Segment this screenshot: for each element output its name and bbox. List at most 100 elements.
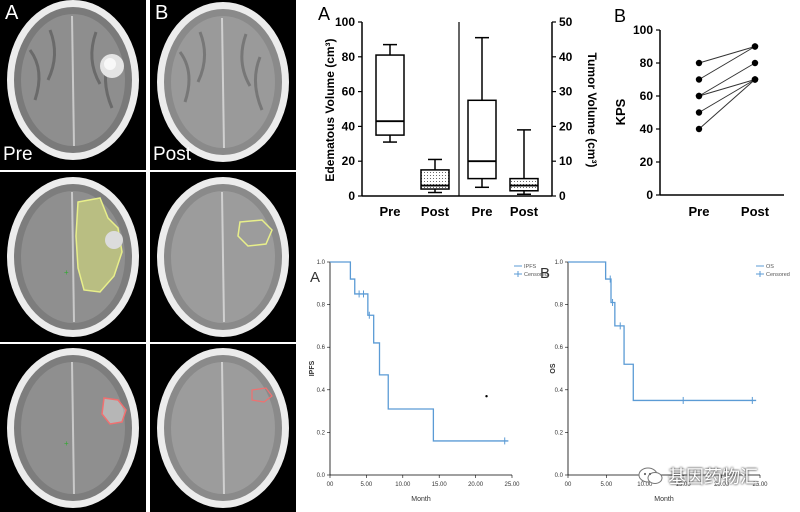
kps-point-pre [695,109,703,116]
watermark: 基因药物汇 [638,463,798,489]
box-left-tick-label: 80 [342,50,356,64]
ipfs-km-y-tick-label: 0.0 [317,473,326,479]
os-km-x-tick-label: 15.00 [676,482,692,488]
ipfs-km-x-tick-label: 25.00 [504,482,520,488]
ct-scan-post-b: B Post [150,0,296,170]
os-km-x-tick-label: 10.00 [637,482,653,488]
panel-letter-a: A [5,2,19,24]
os-km-y-tick-label: 0.4 [555,388,564,394]
kps-pair-line [698,46,756,80]
kps-tick-label: 100 [633,23,653,37]
kps-tick-label: 40 [640,122,654,136]
box-left-tick-label: 100 [335,15,355,29]
ipfs-km-y-tick-label: 0.2 [317,430,326,436]
os-km-x-axis-label: Month [654,496,674,503]
box-body [467,99,497,180]
wechat-icon [638,467,663,484]
brain-ct-image [7,0,139,160]
ipfs-km-y-tick-label: 0.4 [317,388,326,394]
pre-label: Pre [3,144,33,165]
ct-scan-pre-tumor: + [0,344,146,512]
ipfs-km-x-tick-label: 5.00 [361,482,373,488]
ct-scan-pre-a: A Pre [0,0,146,170]
brain-ct-image [157,348,289,508]
box-category-label: Post [421,204,450,219]
brain-ct-image: + [7,348,139,508]
os-km-x-tick-label: 5.00 [601,482,613,488]
ipfs-km-y-tick-label: 0.6 [317,345,326,351]
kps-category-label: Pre [689,204,710,219]
ipfs-km-stray-point [485,394,488,398]
post-label: Post [153,144,192,165]
kps-axis-label: KPS [613,98,628,125]
kps-point-post [751,76,759,83]
box-left-axis-label: Edematous Volume (cm³) [323,38,337,181]
svg-text:+: + [64,268,69,277]
box-body [420,169,450,190]
os-km-y-tick-label: 0.0 [555,473,564,479]
box-left-tick-label: 20 [342,154,356,168]
ipfs-km-panel-label: A [310,269,320,286]
svg-text:+: + [64,439,69,448]
kps-tick-label: 80 [640,56,654,70]
kps-pair-line [698,79,756,97]
kps-tick-label: 20 [640,155,654,169]
brain-ct-image [157,2,289,162]
panel-letter-b: B [155,2,169,24]
os-km-x-tick-label: 20.00 [714,482,730,488]
kps-point-pre [695,92,703,100]
os-km-x-tick-label: 00 [565,482,572,488]
ct-scan-post-edema [150,172,296,342]
kps-pair-line [698,79,756,130]
kps-pair-line [698,46,756,64]
kps-tick-label: 0 [646,188,653,202]
ipfs-km-y-tick-label: 1.0 [317,260,326,266]
ipfs-km-x-tick-label: 20.00 [468,482,484,488]
ipfs-km-x-tick-label: 15.00 [432,482,448,488]
kps-point-pre [695,59,703,67]
box-left-tick-label: 40 [342,119,356,133]
os-km-legend-series: OS [766,264,774,270]
ct-scan-pre-edema: + [0,172,146,342]
kps-category-label: Post [741,204,770,219]
ipfs-km-legend-series: IPFS [524,264,537,270]
kps-tick-label: 60 [640,89,654,103]
kps-pair-line [698,79,756,113]
kps-point-pre [695,125,703,133]
box-category-label: Post [510,204,539,219]
ipfs-km-x-tick-label: 10.00 [395,482,411,488]
kps-point-post [751,59,759,67]
brain-ct-image: + [7,177,139,337]
box-body [375,54,405,136]
kps-point-post [751,43,759,50]
brain-ct-image [157,177,289,337]
ipfs-km-y-axis-label: IPFS [309,360,316,376]
os-km-x-tick-label: 25.00 [752,482,768,488]
box-right-tick-label: 20 [559,119,573,133]
ipfs-km-y-tick-label: 0.8 [317,303,326,309]
kps-point-pre [695,76,703,83]
ipfs-km-survival-curve [330,261,509,442]
box-category-label: Pre [380,204,401,219]
os-km-y-axis-label: OS [550,363,557,373]
os-km-y-tick-label: 0.6 [555,345,564,351]
os-km-y-tick-label: 0.8 [555,303,564,309]
os-km-y-tick-label: 0.2 [555,430,564,436]
os-km-survival-curve [568,261,757,402]
kps-pair-line [698,62,756,97]
box-left-tick-label: 60 [342,85,356,99]
box-right-tick-label: 50 [559,15,573,29]
ipfs-km-x-tick-label: 00 [327,482,334,488]
os-km-y-tick-label: 1.0 [555,260,564,266]
box-category-label: Pre [472,204,493,219]
watermark-text: 基因药物汇 [668,467,758,488]
box-right-tick-label: 10 [559,154,573,168]
kps-panel-label: B [614,6,626,26]
box-right-tick-label: 30 [559,85,573,99]
ipfs-km-x-axis-label: Month [411,496,431,503]
os-km-panel-label: B [540,265,550,282]
ct-scan-post-tumor [150,344,296,512]
box-right-tick-label: 40 [559,50,573,64]
box-right-tick-label: 0 [559,189,566,203]
